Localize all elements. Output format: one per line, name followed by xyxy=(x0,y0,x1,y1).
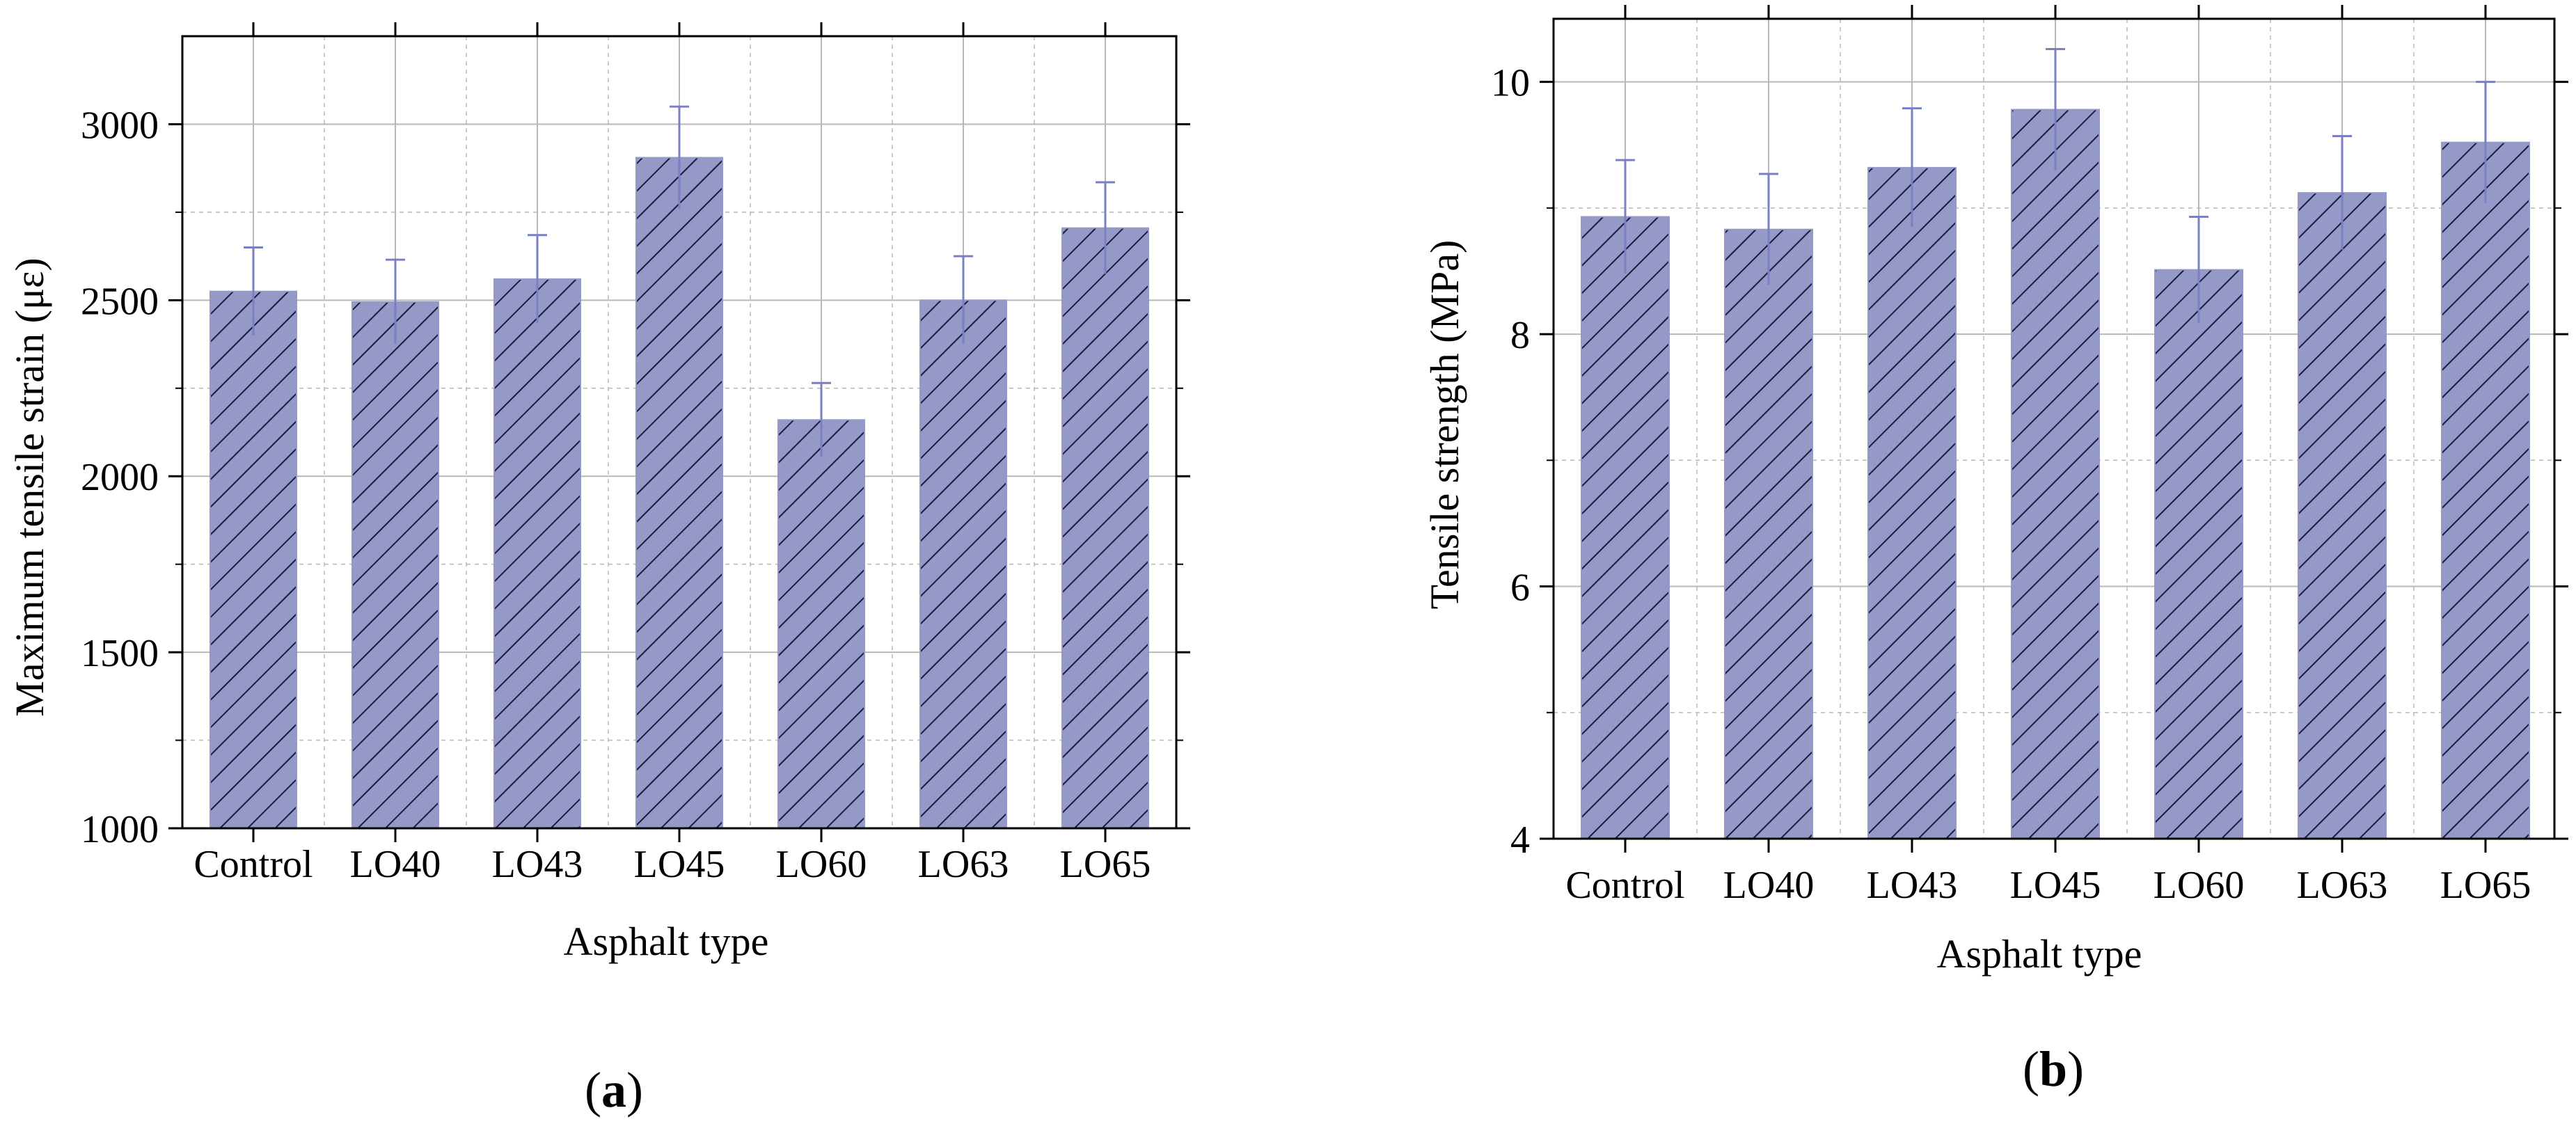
bar-lo45 xyxy=(635,157,723,829)
bar-lo63 xyxy=(919,299,1007,830)
axes-b xyxy=(1540,5,2568,853)
x-tick-label: LO63 xyxy=(918,843,1009,886)
x-tick-label: LO43 xyxy=(1867,864,1958,907)
bar-control xyxy=(210,290,297,829)
bars-a xyxy=(210,157,1149,830)
x-tick-label: LO45 xyxy=(634,843,725,886)
panel-label-b: (b) xyxy=(2023,1041,2084,1097)
x-tick-label: Control xyxy=(1565,864,1684,907)
x-tick-labels-b: Control LO40 LO43 LO45 LO60 LO63 LO65 xyxy=(1565,864,2531,907)
bar-lo60 xyxy=(2154,269,2243,839)
y-tick-labels-a: 1000 1500 2000 2500 3000 xyxy=(81,104,159,851)
plot-frame xyxy=(1552,17,2556,840)
bar-lo43 xyxy=(493,278,581,829)
y-tick-label: 8 xyxy=(1510,314,1530,357)
x-tick-label: LO40 xyxy=(350,843,441,886)
bar-lo40 xyxy=(1724,228,1813,839)
y-tick-label: 1500 xyxy=(81,632,159,675)
y-tick-label: 2500 xyxy=(81,280,159,323)
y-axis-title-a: Maximum tensile strain (με) xyxy=(7,258,52,717)
x-tick-label: LO40 xyxy=(1723,864,1815,907)
bars-b xyxy=(1581,109,2530,840)
x-tick-labels-a: Control LO40 LO43 LO45 LO60 LO63 LO65 xyxy=(193,843,1151,886)
x-tick-label: LO65 xyxy=(1060,843,1151,886)
bar-lo63 xyxy=(2298,192,2387,839)
x-tick-label: LO45 xyxy=(2010,864,2101,907)
chart-panel-a: 1000 1500 2000 2500 3000 Control LO40 LO43 LO45… xyxy=(7,22,1190,1118)
chart-panel-b: 4 6 8 10 Control LO40 LO43 LO45 LO60 LO63 LO65 As… xyxy=(1422,5,2568,1097)
y-tick-label: 2000 xyxy=(81,456,159,499)
y-tick-labels-b: 4 6 8 10 xyxy=(1491,62,1530,862)
y-tick-label: 6 xyxy=(1510,567,1530,610)
bar-lo40 xyxy=(351,301,439,829)
y-axis-title-b: Tensile strength (MPa) xyxy=(1422,240,1467,610)
y-tick-label: 10 xyxy=(1491,62,1530,105)
x-axis-title-a: Asphalt type xyxy=(564,919,769,964)
error-bars-b xyxy=(1615,47,2495,323)
x-axis-title-b: Asphalt type xyxy=(1937,931,2142,977)
bar-lo43 xyxy=(1867,166,1957,840)
error-bars-a xyxy=(244,105,1115,457)
bar-control xyxy=(1581,216,1670,840)
y-tick-label: 1000 xyxy=(81,808,159,851)
x-tick-label: LO63 xyxy=(2297,864,2388,907)
x-tick-label: Control xyxy=(193,843,313,886)
x-tick-label: LO43 xyxy=(492,843,583,886)
axes-a xyxy=(168,22,1190,842)
bar-lo45 xyxy=(2011,109,2100,839)
bar-lo60 xyxy=(777,419,865,829)
x-tick-label: LO60 xyxy=(2154,864,2245,907)
panel-label-a: (a) xyxy=(585,1062,643,1118)
panel-letter-a: a xyxy=(601,1062,626,1118)
x-tick-label: LO65 xyxy=(2440,864,2531,907)
y-tick-label: 3000 xyxy=(81,104,159,147)
x-tick-label: LO60 xyxy=(776,843,867,886)
y-tick-label: 4 xyxy=(1510,819,1530,862)
bar-lo65 xyxy=(1061,227,1149,830)
bar-lo65 xyxy=(2441,141,2530,840)
panel-letter-b: b xyxy=(2039,1041,2067,1097)
